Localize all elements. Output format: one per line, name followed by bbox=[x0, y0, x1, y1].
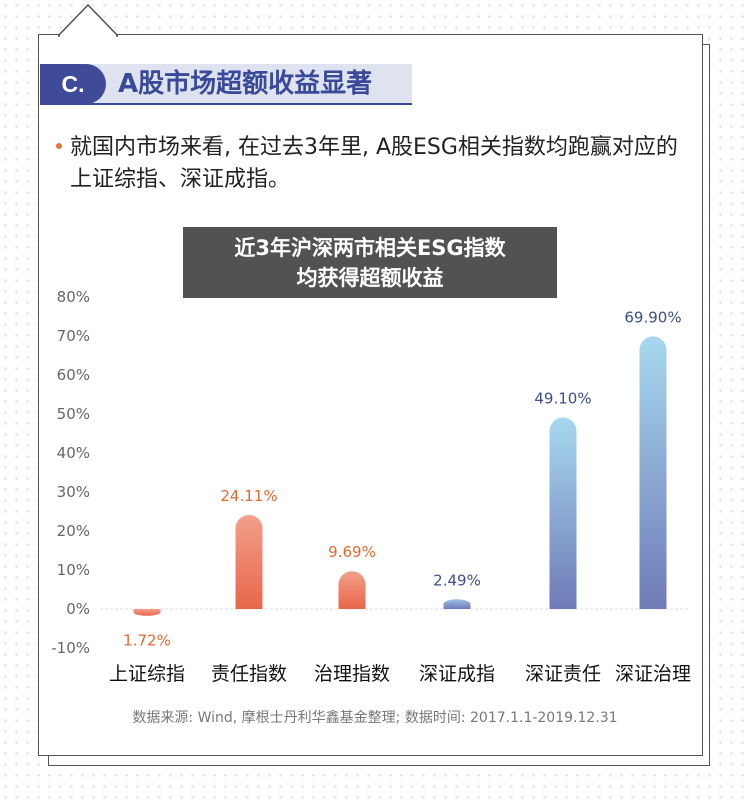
section-heading-underline bbox=[40, 103, 412, 105]
category-label: 治理指数 bbox=[314, 663, 390, 685]
category-label: 上证综指 bbox=[109, 663, 185, 685]
data-label: 9.69% bbox=[328, 543, 376, 561]
category-label: 深证成指 bbox=[419, 663, 495, 685]
bullet-dot-icon bbox=[56, 143, 62, 149]
bar-5 bbox=[549, 417, 577, 609]
y-tick-label: 20% bbox=[57, 522, 90, 540]
bar-4 bbox=[443, 599, 471, 609]
y-tick-label: 0% bbox=[66, 600, 90, 618]
data-label: 49.10% bbox=[534, 390, 591, 408]
category-label: 深证治理 bbox=[615, 663, 691, 685]
data-label: 24.11% bbox=[220, 487, 277, 505]
y-tick-label: 30% bbox=[57, 483, 90, 501]
bar-2 bbox=[235, 514, 263, 609]
source-note: 数据来源: Wind, 摩根士丹利华鑫基金整理; 数据时间: 2017.1.1-… bbox=[132, 710, 618, 726]
y-tick-label: 70% bbox=[57, 327, 90, 345]
data-label: 2.49% bbox=[433, 571, 481, 589]
y-tick-label: 60% bbox=[57, 366, 90, 384]
bar-1 bbox=[133, 609, 161, 616]
data-label: 69.90% bbox=[624, 308, 681, 326]
section-title: A股市场超额收益显著 bbox=[118, 69, 373, 99]
section-badge: C. bbox=[40, 64, 106, 104]
chart-title-line-1: 近3年沪深两市相关ESG指数 bbox=[234, 235, 506, 260]
bar-3 bbox=[338, 571, 366, 609]
card-tab-notch bbox=[58, 3, 118, 37]
chart-title-line-2: 均获得超额收益 bbox=[296, 265, 444, 290]
bullet-text: 就国内市场来看, 在过去3年里, A股ESG相关指数均跑赢对应的上证综指、深证成… bbox=[70, 135, 678, 192]
data-label: 1.72% bbox=[123, 632, 171, 650]
y-tick-label: 80% bbox=[57, 288, 90, 306]
category-label: 责任指数 bbox=[211, 663, 287, 685]
y-tick-label: 10% bbox=[57, 561, 90, 579]
content-card bbox=[38, 34, 703, 756]
chart-title-box: 近3年沪深两市相关ESG指数 均获得超额收益 bbox=[183, 227, 557, 298]
y-tick-label: 40% bbox=[57, 444, 90, 462]
category-label: 深证责任 bbox=[525, 663, 601, 685]
y-tick-label: -10% bbox=[51, 639, 90, 657]
y-tick-label: 50% bbox=[57, 405, 90, 423]
bar-6 bbox=[639, 336, 667, 609]
